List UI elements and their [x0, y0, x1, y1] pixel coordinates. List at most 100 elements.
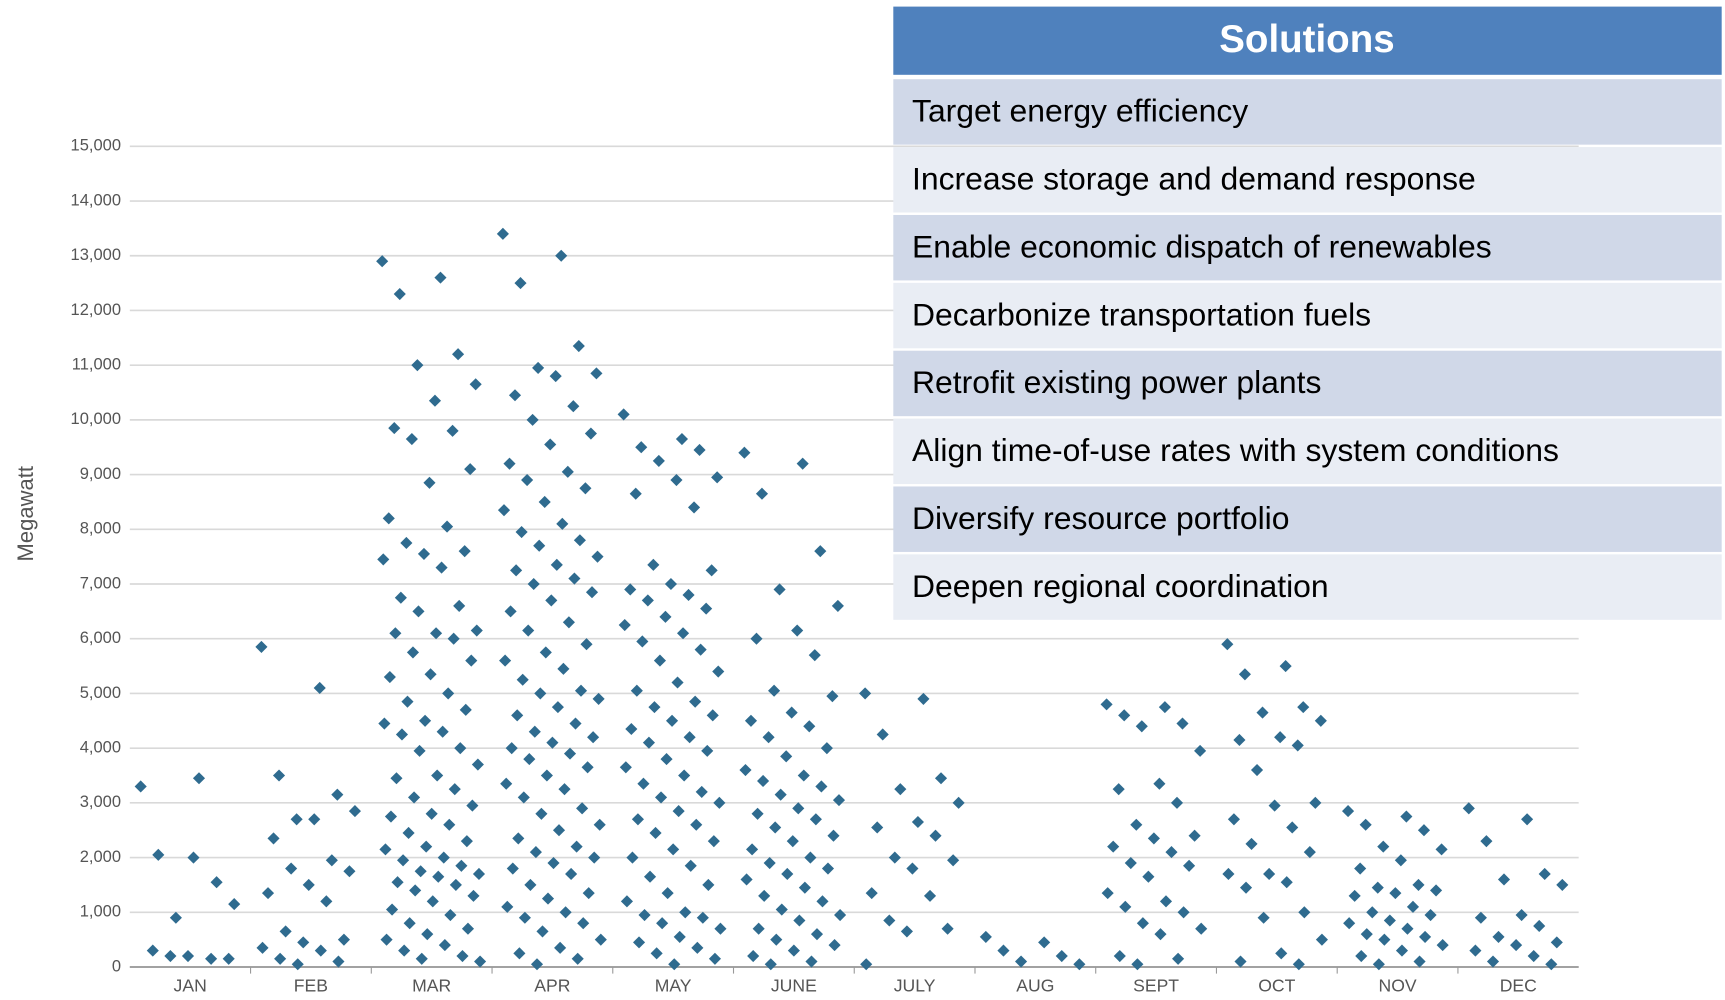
data-point: [682, 588, 695, 602]
data-point: [187, 851, 200, 864]
data-point: [533, 539, 546, 552]
data-point: [452, 348, 465, 361]
data-point: [421, 928, 434, 941]
data-point: [337, 933, 350, 946]
data-point: [584, 427, 597, 440]
data-point: [712, 665, 725, 678]
x-tick-label: MAY: [655, 975, 692, 995]
data-point: [1245, 837, 1258, 850]
table-row-text: Increase storage and demand response: [912, 161, 1476, 197]
data-point: [1131, 958, 1144, 971]
data-point: [579, 482, 592, 495]
data-point: [826, 690, 839, 703]
table-row-text: Enable economic dispatch of renewables: [912, 228, 1492, 264]
data-point: [441, 520, 454, 533]
table-row-text: Target energy efficiency: [912, 93, 1248, 129]
data-point: [403, 917, 416, 930]
data-point: [1055, 950, 1068, 963]
data-point: [383, 670, 396, 684]
data-point: [747, 950, 760, 963]
data-point: [1556, 878, 1569, 891]
data-point: [228, 898, 241, 911]
data-point: [267, 832, 280, 845]
data-point: [831, 599, 844, 612]
data-point: [619, 761, 632, 774]
data-point: [1436, 939, 1449, 952]
data-point: [446, 424, 459, 437]
data-point: [1113, 950, 1126, 963]
data-point: [1533, 919, 1546, 933]
data-point: [750, 632, 763, 645]
data-point: [593, 818, 606, 831]
data-point: [1394, 854, 1407, 867]
data-point: [1279, 660, 1292, 673]
data-point: [541, 892, 555, 905]
data-point: [255, 640, 268, 653]
data-point: [1419, 930, 1432, 943]
data-point: [1497, 873, 1511, 886]
data-point: [546, 736, 559, 749]
data-point: [320, 895, 333, 908]
data-point: [661, 887, 674, 900]
data-point: [552, 824, 566, 837]
data-point: [558, 783, 571, 796]
data-point: [409, 884, 422, 897]
data-point: [419, 714, 432, 727]
data-point: [559, 906, 572, 919]
data-point: [434, 271, 447, 284]
data-point: [1280, 876, 1293, 889]
data-point: [739, 763, 752, 777]
data-point: [934, 772, 948, 785]
data-point: [1239, 881, 1253, 894]
y-tick-label: 5,000: [80, 684, 121, 702]
data-point: [883, 914, 896, 927]
data-point: [1359, 818, 1372, 831]
data-point: [580, 638, 593, 651]
data-point: [834, 908, 847, 922]
data-point: [414, 865, 427, 878]
data-point: [793, 914, 806, 927]
data-point: [1377, 840, 1390, 853]
data-point: [1286, 821, 1299, 834]
data-point: [672, 805, 685, 818]
data-point: [1474, 911, 1487, 924]
data-point: [379, 843, 392, 856]
data-point: [420, 840, 433, 853]
data-point: [673, 930, 686, 943]
data-point: [865, 887, 878, 900]
data-point: [700, 602, 713, 615]
data-point: [398, 944, 411, 957]
data-point: [461, 922, 475, 935]
data-point: [449, 878, 462, 891]
data-point: [582, 887, 595, 900]
data-point: [631, 813, 644, 826]
data-point: [815, 780, 828, 793]
data-point: [1238, 668, 1251, 681]
plot-area: 0 1,000 2,000 3,000 4,000 5,000 6,000 7,000 8,00…: [71, 137, 1579, 995]
data-point: [386, 903, 399, 916]
data-point: [514, 277, 527, 290]
data-point: [411, 359, 424, 372]
data-point: [562, 616, 575, 629]
data-point: [1172, 952, 1185, 965]
data-point: [923, 889, 937, 902]
data-point: [1015, 955, 1028, 968]
data-point: [1309, 796, 1322, 809]
data-point: [805, 955, 818, 968]
data-point: [618, 618, 631, 632]
data-point: [389, 627, 402, 640]
data-point: [816, 895, 829, 908]
data-point: [796, 457, 809, 470]
data-point: [555, 249, 568, 262]
data-point: [1435, 843, 1448, 856]
data-point: [1354, 862, 1367, 875]
data-point: [654, 791, 668, 804]
data-point: [1112, 783, 1125, 796]
data-point: [590, 367, 603, 380]
data-point: [764, 958, 777, 971]
data-point: [592, 692, 605, 705]
data-point: [1038, 936, 1051, 949]
data-point: [1130, 818, 1143, 831]
x-tick-label: JUNE: [771, 975, 817, 995]
